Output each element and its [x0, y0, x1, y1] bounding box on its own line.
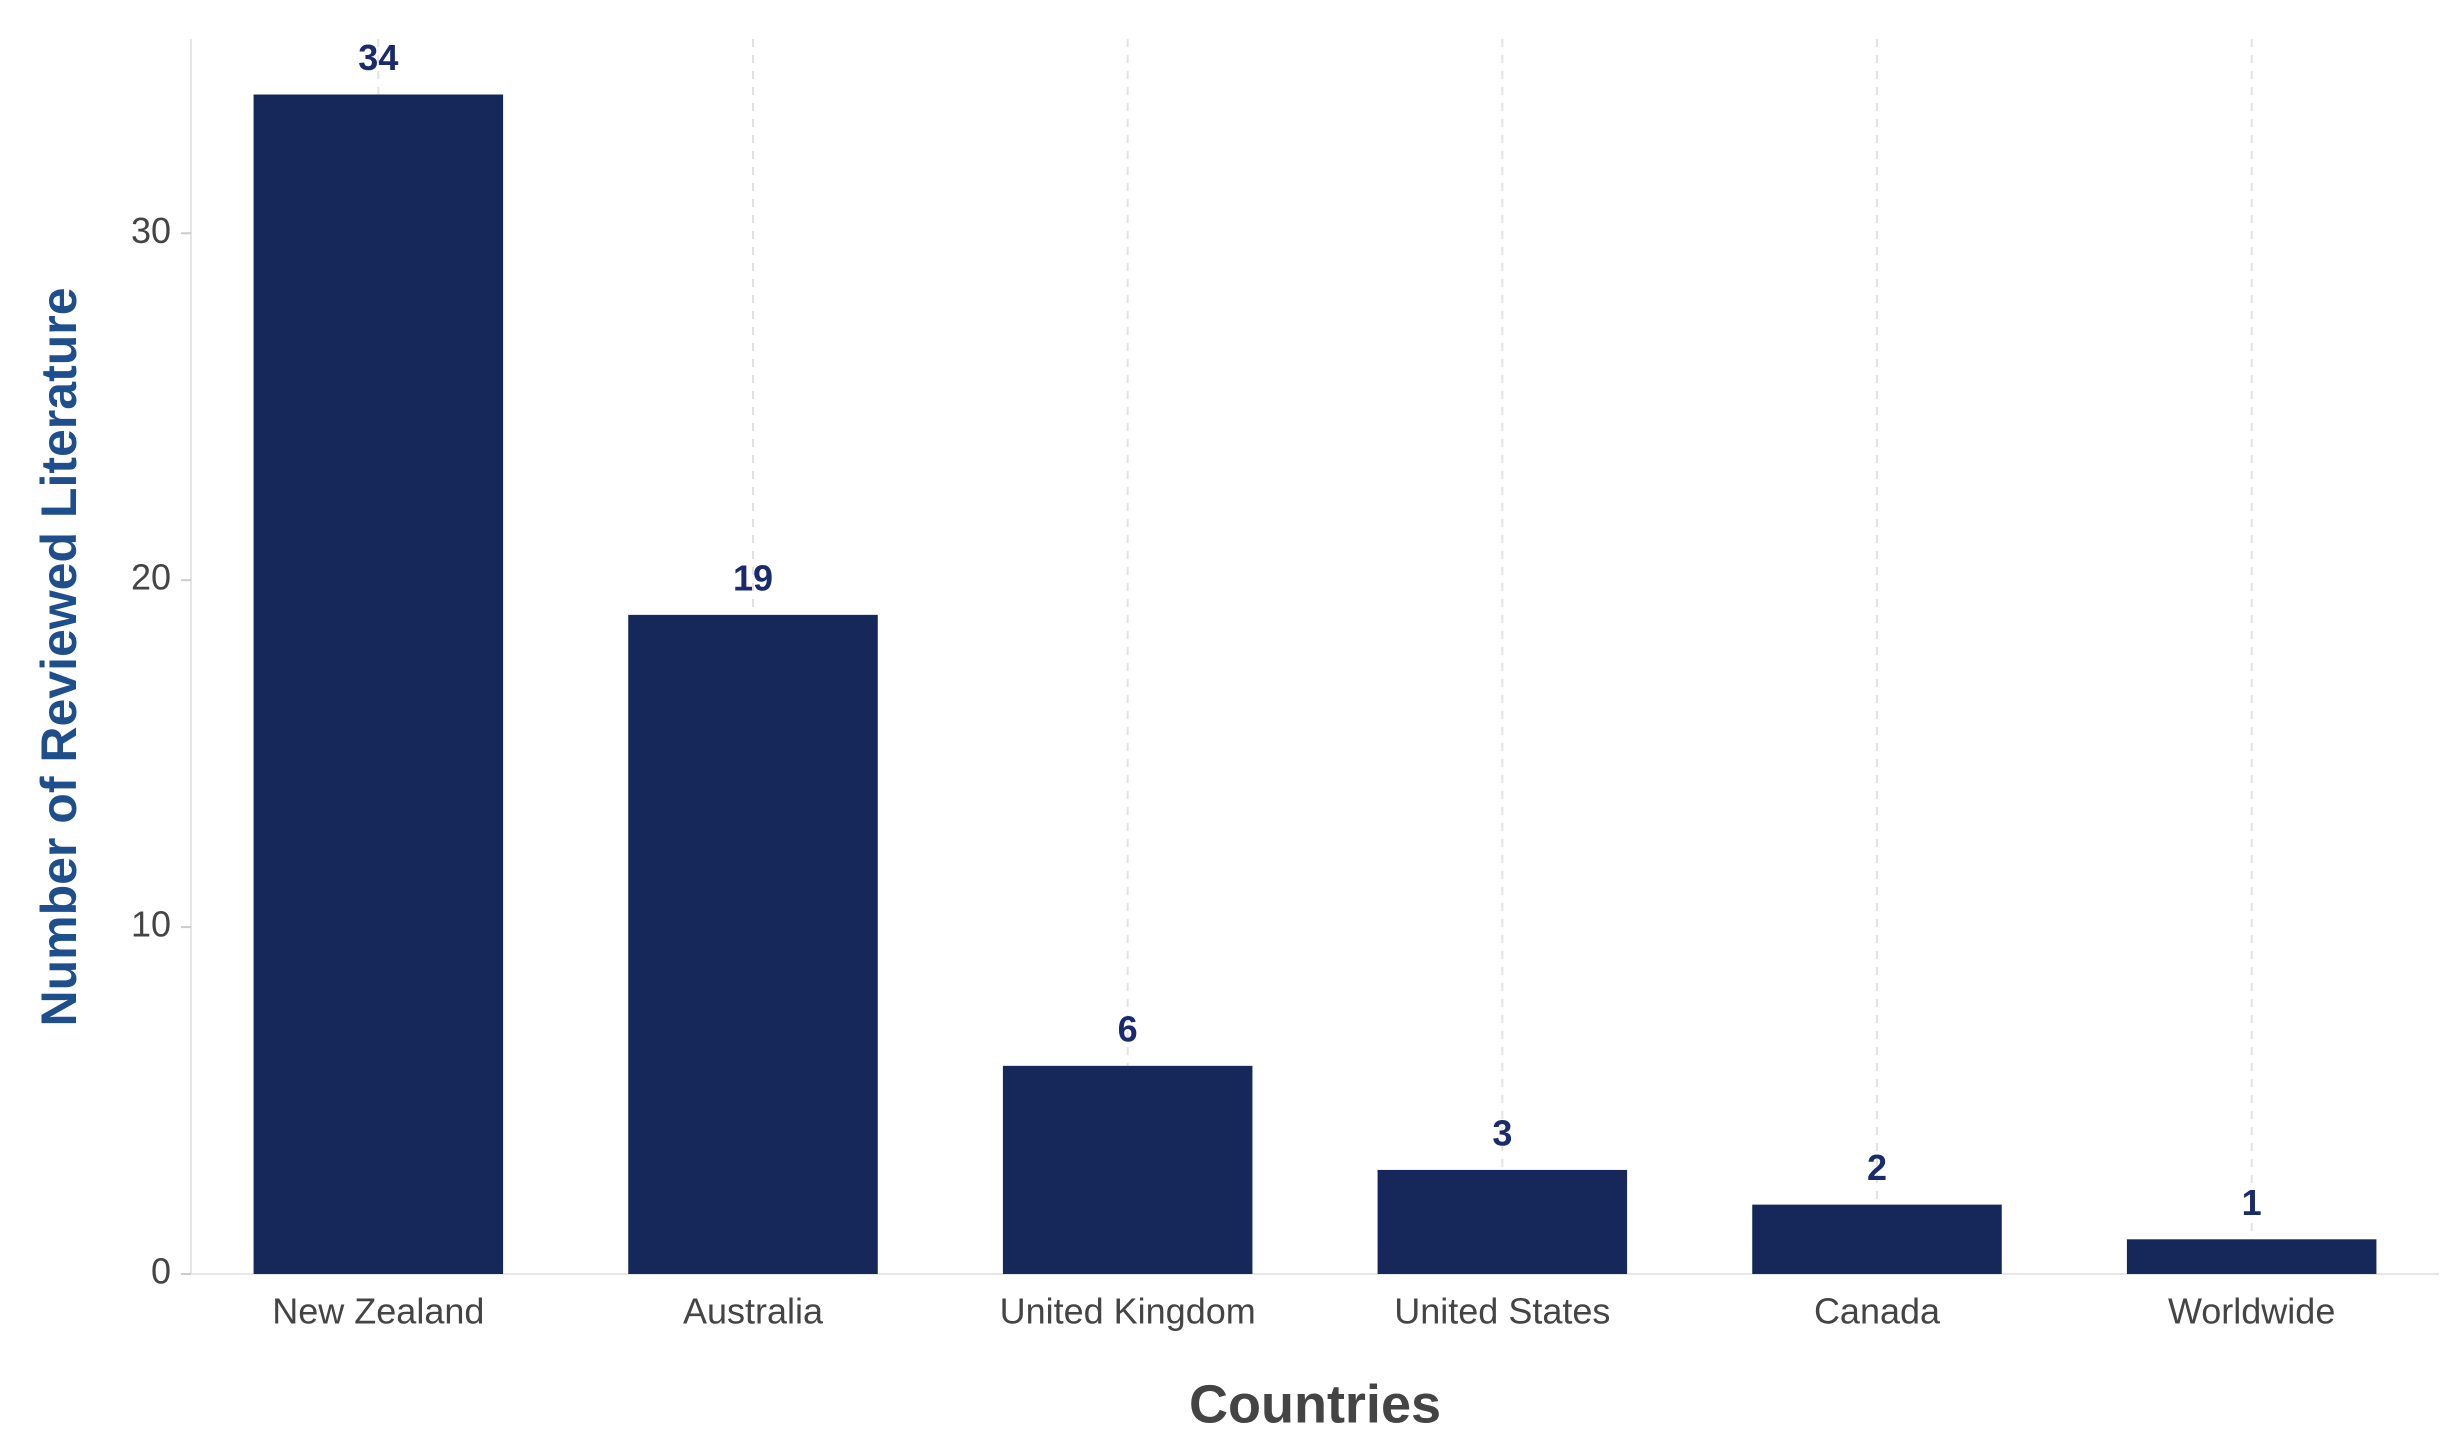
- y-tick-label: 10: [131, 904, 171, 945]
- bar: [1377, 1169, 1628, 1274]
- x-tick-label: United Kingdom: [1000, 1291, 1256, 1332]
- data-label: 1: [2242, 1182, 2262, 1223]
- x-tick-label: Canada: [1814, 1291, 1941, 1332]
- bar: [1752, 1204, 2002, 1274]
- data-label: 19: [733, 557, 773, 598]
- x-tick-label: Australia: [683, 1291, 824, 1332]
- data-label: 6: [1118, 1008, 1138, 1049]
- bar: [628, 614, 878, 1274]
- x-tick-label: United States: [1394, 1291, 1610, 1332]
- x-axis-title: Countries: [1189, 1374, 1441, 1434]
- y-tick-label: 20: [131, 557, 171, 598]
- y-axis-title: Number of Reviewed Literature: [31, 287, 87, 1026]
- bar: [253, 94, 504, 1274]
- data-label: 3: [1492, 1112, 1512, 1153]
- y-tick-label: 0: [151, 1251, 171, 1292]
- y-tick-label: 30: [131, 210, 171, 251]
- bar: [1002, 1065, 1253, 1274]
- data-label: 34: [358, 37, 398, 78]
- x-tick-label: Worldwide: [2168, 1291, 2335, 1332]
- x-tick-label: New Zealand: [272, 1291, 484, 1332]
- bar: [2126, 1239, 2377, 1274]
- data-label: 2: [1867, 1147, 1887, 1188]
